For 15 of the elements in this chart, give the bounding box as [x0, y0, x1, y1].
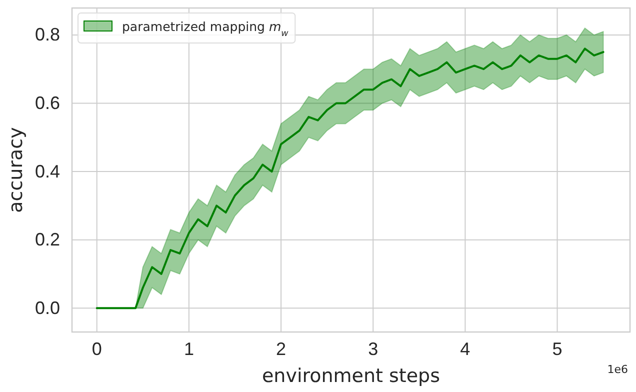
x-tick-label: 3	[368, 338, 378, 359]
x-tick-label: 0	[92, 338, 102, 359]
y-tick-label: 0.0	[34, 298, 60, 318]
legend-label: parametrized mapping m$_{w}$	[122, 19, 290, 39]
x-tick-label: 2	[276, 338, 286, 359]
y-tick-label: 0.8	[34, 24, 60, 45]
x-tick-label: 4	[460, 338, 470, 359]
y-tick-label: 0.4	[34, 161, 60, 182]
x-tick-label: 1	[184, 338, 194, 359]
text: 1e6	[607, 363, 628, 376]
y-tick-label: 0.6	[34, 93, 60, 114]
y-axis-title: accuracy	[5, 127, 27, 213]
x-tick-label: 5	[552, 338, 562, 359]
x-axis-title: environment steps	[262, 365, 440, 387]
y-tick-label: 0.2	[34, 230, 60, 250]
